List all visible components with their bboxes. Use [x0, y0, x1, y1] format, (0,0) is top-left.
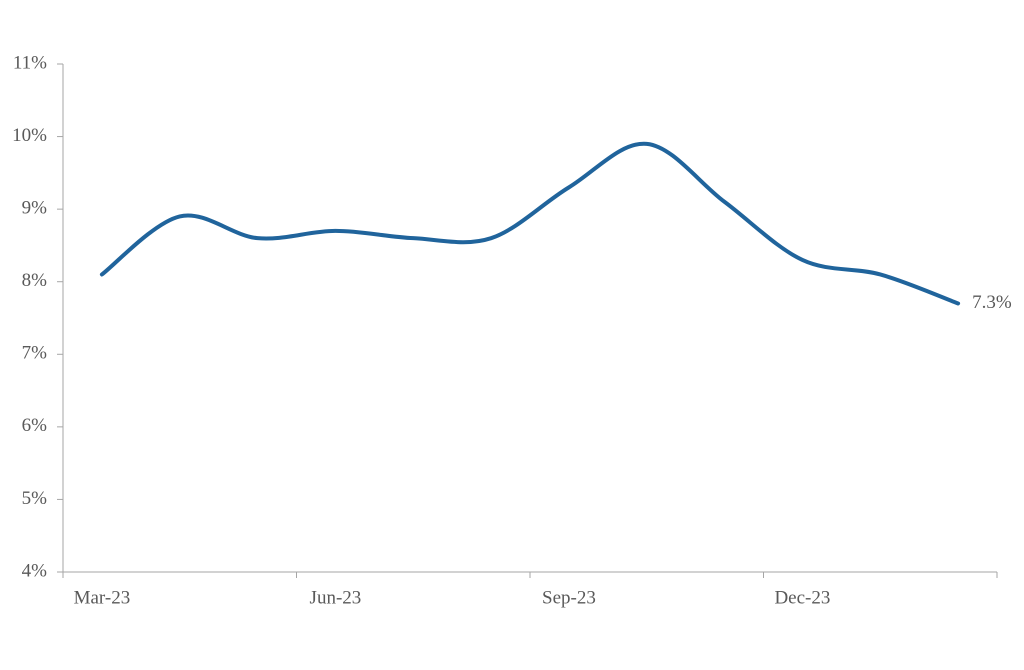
- y-tick-label: 9%: [22, 198, 48, 219]
- y-tick-label: 6%: [22, 415, 48, 436]
- line-series: [99, 141, 961, 306]
- x-tick-label: Dec-23: [774, 587, 830, 608]
- x-tick-label: Mar-23: [74, 587, 131, 608]
- y-tick-label: 10%: [12, 125, 47, 146]
- x-tick-label: Jun-23: [310, 587, 362, 608]
- y-tick-label: 5%: [22, 488, 48, 509]
- y-tick-label: 11%: [13, 52, 47, 73]
- x-tick-label: Sep-23: [542, 587, 596, 608]
- y-tick-label: 4%: [22, 560, 48, 581]
- end-annotation: 7.3%: [972, 292, 1012, 313]
- y-tick-label: 7%: [22, 343, 48, 364]
- y-tick-label: 8%: [22, 270, 48, 291]
